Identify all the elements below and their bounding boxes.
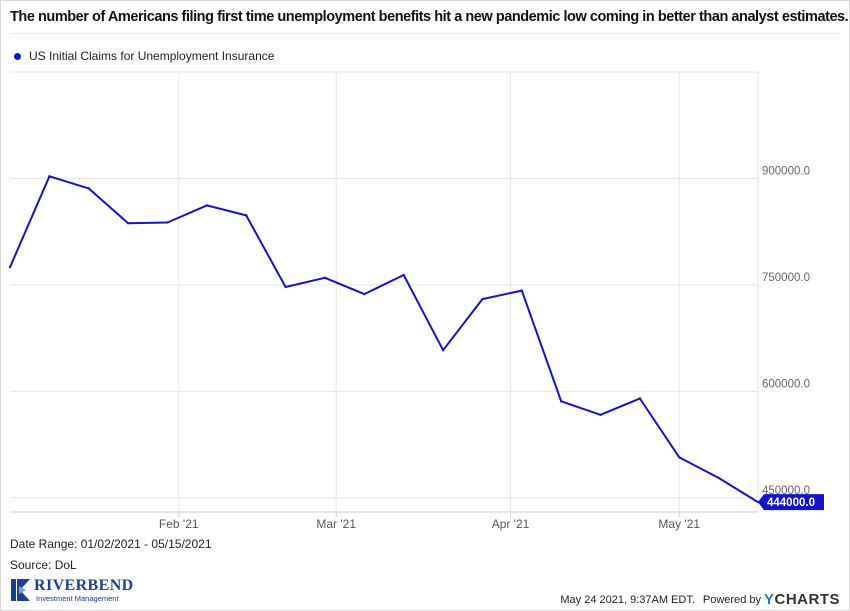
x-tick-label: Mar '21 (316, 517, 356, 531)
y-axis: 450000.0 600000.0 750000.0 900000.0 (762, 165, 810, 496)
data-point (481, 297, 484, 301)
y-tick-label: 600000.0 (762, 378, 810, 390)
series-line (9, 175, 759, 503)
data-point (638, 397, 642, 400)
legend-series-label: US Initial Claims for Unemployment Insur… (29, 49, 275, 63)
last-value-marker: 444000.0 (758, 494, 824, 511)
x-tick-label: Apr '21 (492, 517, 530, 531)
source-text: Source: DoL (10, 558, 77, 572)
data-point (599, 413, 602, 416)
data-point (402, 273, 405, 277)
last-value-label: 444000.0 (767, 497, 815, 509)
timestamp-text: May 24 2021, 9:37AM EDT. (560, 593, 695, 606)
data-point (87, 187, 90, 190)
data-point (441, 348, 445, 352)
chart-title: The number of Americans filing first tim… (10, 9, 849, 25)
data-point (166, 221, 169, 224)
y-tick-label: 750000.0 (762, 272, 810, 284)
data-point (126, 221, 130, 225)
data-point (48, 175, 51, 178)
legend-marker-icon (14, 52, 21, 60)
data-point (8, 265, 12, 269)
data-point (245, 214, 248, 217)
series-layer (8, 175, 760, 504)
riverbend-logo: RIVERBEND Investment Management (10, 577, 140, 605)
data-point (678, 456, 681, 459)
data-point (363, 292, 366, 296)
x-tick-label: May '21 (658, 517, 700, 531)
grid (10, 71, 759, 517)
riverbend-logo-icon (11, 579, 30, 601)
data-point (520, 289, 523, 292)
powered-by-text: Powered by (702, 593, 761, 606)
data-point (559, 400, 563, 403)
x-tick-label: Feb '21 (159, 517, 199, 531)
data-point (717, 476, 720, 480)
legend[interactable]: US Initial Claims for Unemployment Insur… (14, 49, 274, 63)
x-axis: Feb '21 Mar '21 Apr '21 May '21 (159, 517, 701, 531)
y-tick-label: 900000.0 (762, 165, 810, 177)
last-value-flag (758, 494, 824, 511)
data-point (284, 285, 287, 289)
logo-subtitle: Investment Management (36, 594, 119, 603)
title-divider (10, 33, 840, 34)
attribution: May 24 2021, 9:37AM EDT. Powered by YCHA… (560, 591, 840, 608)
data-point (205, 204, 209, 207)
ycharts-logo[interactable]: YCHARTS (763, 591, 840, 608)
data-point (323, 276, 327, 280)
y-tick-label: 450000.0 (762, 485, 810, 497)
date-range-text: Date Range: 01/02/2021 - 05/15/2021 (10, 537, 212, 551)
logo-name: RIVERBEND (34, 577, 134, 594)
